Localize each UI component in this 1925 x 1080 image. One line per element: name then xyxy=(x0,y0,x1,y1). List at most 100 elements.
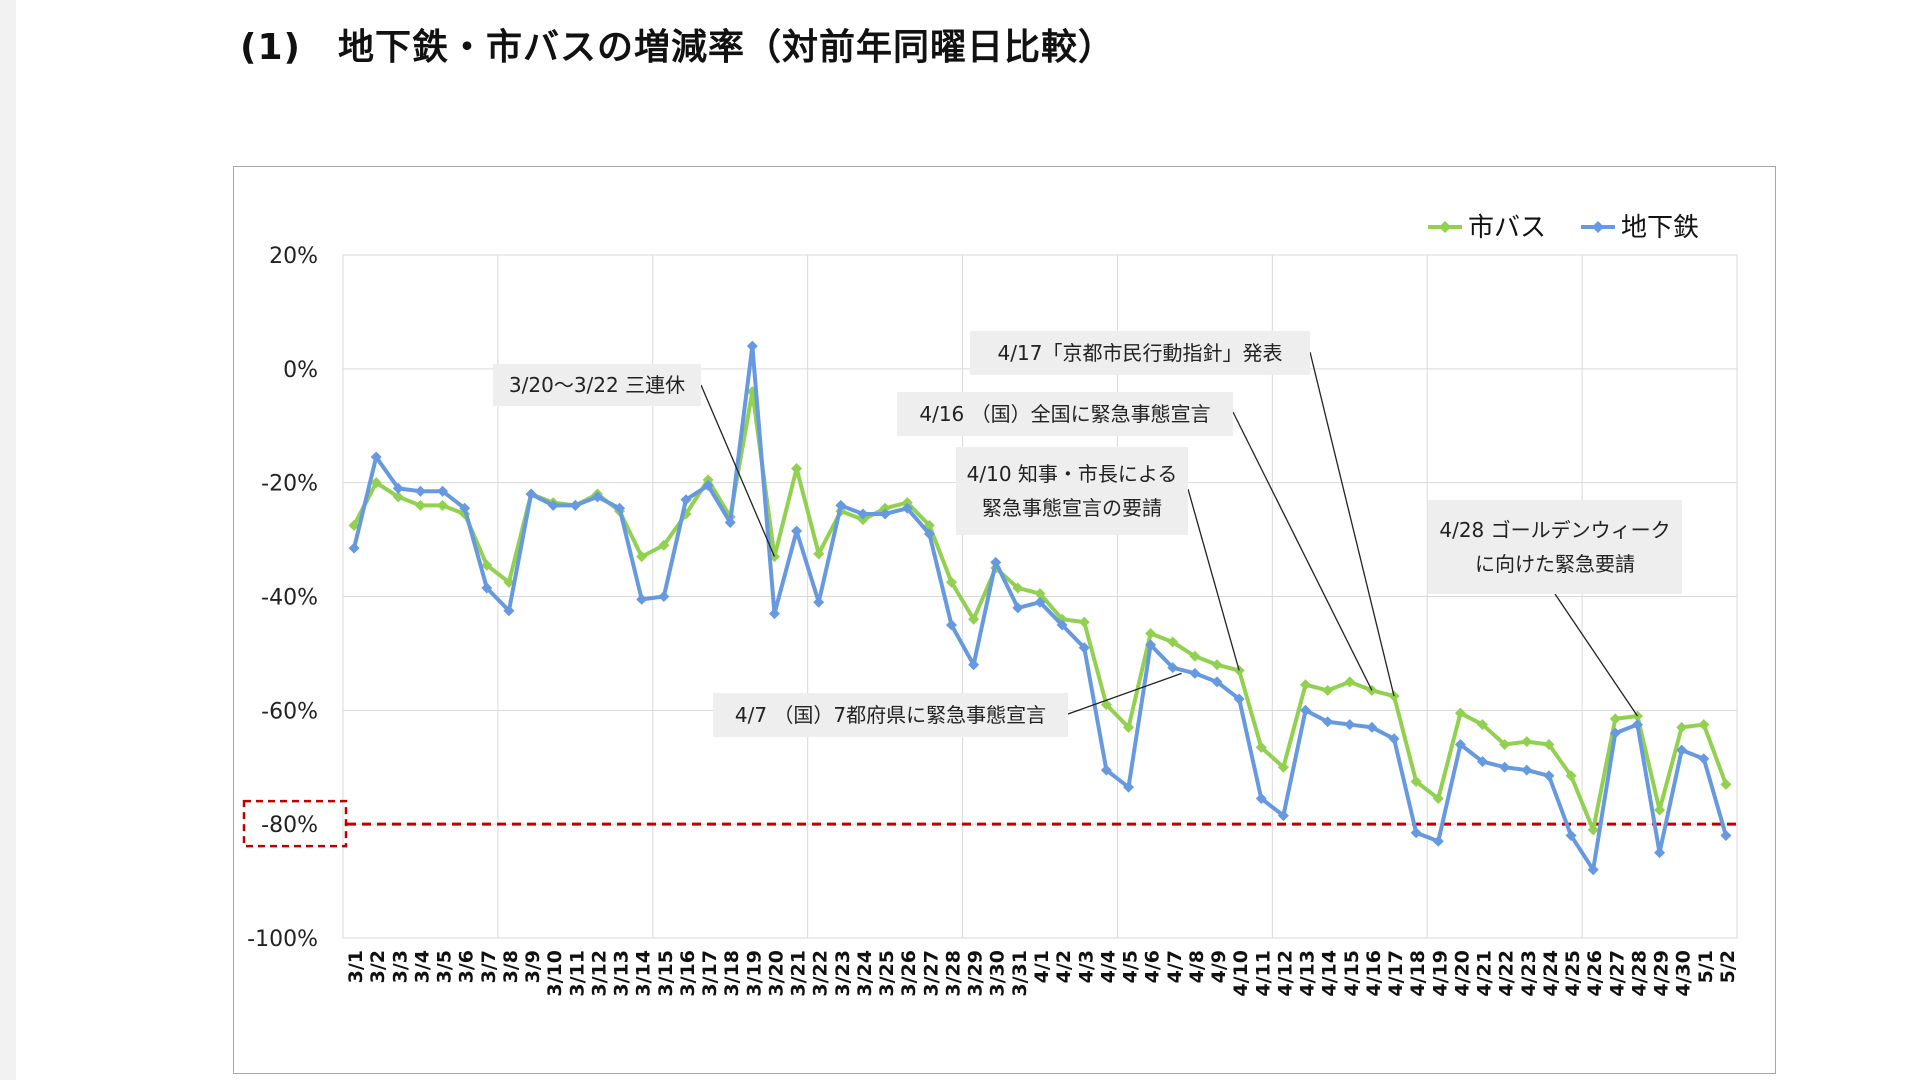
x-tick-label: 4/25 xyxy=(1562,950,1584,997)
data-point xyxy=(813,596,825,608)
x-tick-label: 4/18 xyxy=(1407,950,1429,997)
x-tick-label: 4/23 xyxy=(1518,950,1540,997)
annotation-label: 4/17「京都市民行動指針」発表 xyxy=(998,341,1283,365)
x-tick-label: 4/19 xyxy=(1429,950,1451,997)
data-point xyxy=(1233,693,1245,705)
x-tick-label: 4/7 xyxy=(1164,950,1186,983)
annotation-box xyxy=(897,392,1233,436)
annotation-leader-line xyxy=(700,384,776,557)
x-tick-label: 4/10 xyxy=(1230,950,1252,997)
y-tick-label: -60% xyxy=(261,699,318,724)
annotation-box xyxy=(956,447,1188,535)
data-point xyxy=(1211,659,1223,671)
data-point xyxy=(702,474,714,486)
x-tick-label: 4/26 xyxy=(1584,950,1606,997)
annotation-box xyxy=(970,331,1310,375)
data-point xyxy=(392,482,404,494)
data-point xyxy=(901,502,913,514)
x-tick-label: 3/3 xyxy=(389,950,411,983)
data-point xyxy=(414,485,426,497)
data-point xyxy=(835,499,847,511)
data-point xyxy=(1145,639,1157,651)
data-point xyxy=(1322,716,1334,728)
data-point xyxy=(1300,679,1312,691)
x-tick-label: 4/16 xyxy=(1363,950,1385,997)
data-point xyxy=(1499,738,1511,750)
data-point xyxy=(968,613,980,625)
data-point xyxy=(791,525,803,537)
data-point xyxy=(1654,847,1666,859)
x-tick-label: 3/15 xyxy=(655,950,677,997)
data-point xyxy=(1454,738,1466,750)
x-tick-label: 4/4 xyxy=(1097,950,1119,983)
x-tick-label: 3/23 xyxy=(832,950,854,997)
x-tick-label: 4/9 xyxy=(1208,950,1230,983)
data-point xyxy=(1255,793,1267,805)
x-tick-label: 3/21 xyxy=(788,950,810,997)
page-title: (1) 地下鉄・市バスの増減率（対前年同曜日比較） xyxy=(240,27,1115,68)
y-tick-label: -20% xyxy=(261,472,318,497)
x-tick-label: 4/22 xyxy=(1496,950,1518,997)
data-point xyxy=(1211,676,1223,688)
data-point xyxy=(1587,824,1599,836)
x-tick-label: 3/30 xyxy=(987,950,1009,997)
annotation-box xyxy=(493,364,701,406)
data-point xyxy=(1189,667,1201,679)
data-point xyxy=(990,556,1002,568)
annotation-box xyxy=(1428,500,1682,594)
data-point xyxy=(945,576,957,588)
annotation-leader-line xyxy=(1554,593,1638,717)
data-point xyxy=(1565,830,1577,842)
data-point xyxy=(702,480,714,492)
x-tick-label: 4/15 xyxy=(1341,950,1363,997)
y-tick-label: 0% xyxy=(283,358,318,383)
data-point xyxy=(1189,650,1201,662)
annotation-leader-line xyxy=(1187,488,1240,671)
x-tick-label: 3/17 xyxy=(699,950,721,997)
data-point xyxy=(1432,835,1444,847)
data-point xyxy=(636,593,648,605)
x-tick-label: 4/13 xyxy=(1297,950,1319,997)
data-point xyxy=(1388,733,1400,745)
data-point xyxy=(1078,616,1090,628)
x-tick-label: 3/20 xyxy=(765,950,787,997)
data-point xyxy=(1676,721,1688,733)
data-point xyxy=(1300,704,1312,716)
data-point xyxy=(1609,727,1621,739)
data-point xyxy=(503,605,515,617)
x-tick-label: 3/13 xyxy=(611,950,633,997)
data-point xyxy=(1145,627,1157,639)
x-tick-label: 4/12 xyxy=(1274,950,1296,997)
x-tick-label: 4/29 xyxy=(1651,950,1673,997)
x-tick-label: 3/12 xyxy=(588,950,610,997)
data-point xyxy=(1366,721,1378,733)
x-tick-label: 4/17 xyxy=(1385,950,1407,997)
data-point xyxy=(1587,864,1599,876)
data-point xyxy=(746,340,758,352)
data-point xyxy=(923,528,935,540)
x-tick-label: 4/27 xyxy=(1606,950,1628,997)
annotation-label: 4/7 （国）7都府県に緊急事態宣言 xyxy=(735,703,1046,727)
x-tick-label: 3/28 xyxy=(942,950,964,997)
data-point xyxy=(1344,719,1356,731)
data-point xyxy=(857,514,869,526)
annotation-label: 4/28 ゴールデンウィークに向けた緊急要請 xyxy=(1439,518,1670,576)
x-tick-label: 3/19 xyxy=(743,950,765,997)
data-point xyxy=(1277,761,1289,773)
x-tick-label: 4/5 xyxy=(1120,950,1142,983)
data-point xyxy=(1100,764,1112,776)
annotation-leader-line xyxy=(1309,351,1395,697)
data-point xyxy=(1543,770,1555,782)
data-point xyxy=(813,548,825,560)
legend-label: 地下鉄 xyxy=(1621,213,1699,243)
x-tick-label: 4/3 xyxy=(1075,950,1097,983)
data-point xyxy=(768,608,780,620)
data-point xyxy=(1277,810,1289,822)
x-tick-label: 3/14 xyxy=(633,950,655,997)
data-point xyxy=(370,477,382,489)
data-point xyxy=(459,502,471,514)
data-point xyxy=(392,491,404,503)
x-tick-label: 3/10 xyxy=(544,950,566,997)
data-point xyxy=(1167,662,1179,674)
x-tick-label: 3/26 xyxy=(898,950,920,997)
